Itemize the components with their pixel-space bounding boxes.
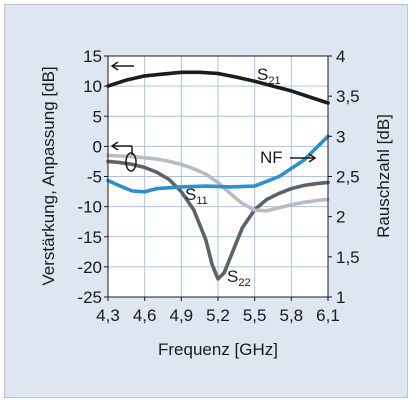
y-left-tick-label: 10 <box>83 77 102 96</box>
x-tick-label: 4,6 <box>133 306 157 325</box>
y-left-tick-label: -10 <box>77 198 102 217</box>
y-left-tick-label: -20 <box>77 258 102 277</box>
axes <box>104 55 332 301</box>
y-left-tick-label: -15 <box>77 228 102 247</box>
tick-labels: 4,3 4,6 4,9 5,2 5,5 5,8 6,1 15 10 5 0 -5 -10 -15 -20 -2… <box>77 47 359 325</box>
y-left-tick-label: -25 <box>77 288 102 307</box>
y-axis-left-label: Verstärkung, Anpassung [dB] <box>39 66 58 285</box>
y-axis-right-label: Rauschzahl [dB] <box>374 114 393 238</box>
series-group <box>106 70 330 281</box>
y-right-tick-label: 2,5 <box>336 168 360 187</box>
x-tick-label: 6,1 <box>316 306 340 325</box>
x-tick-label: 4,9 <box>170 306 194 325</box>
y-right-tick-label: 1,5 <box>336 248 360 267</box>
y-left-tick-label: -5 <box>87 168 102 187</box>
y-left-tick-label: 15 <box>83 47 102 66</box>
arrow-left-s11 <box>110 141 137 172</box>
y-left-tick-label: 5 <box>93 107 102 126</box>
y-left-tick-label: 0 <box>93 137 102 156</box>
annotations: S21 NF S11 S22 <box>110 61 317 289</box>
s11-label: S11 <box>185 185 208 207</box>
arrow-right-nf <box>290 153 317 163</box>
x-tick-label: 5,8 <box>280 306 304 325</box>
nf-label: NF <box>260 148 283 167</box>
y-right-tick-label: 4 <box>336 47 345 66</box>
series-line-s21 <box>106 70 330 105</box>
y-right-tick-label: 3,5 <box>336 87 360 106</box>
y-right-tick-label: 2 <box>336 208 345 227</box>
y-right-tick-label: 1 <box>336 288 345 307</box>
s21-label: S21 <box>257 65 281 87</box>
y-right-tick-label: 3 <box>336 127 345 146</box>
series-line-nf <box>106 134 330 194</box>
x-axis-label: Frequenz [GHz] <box>158 340 278 359</box>
series-line-s22 <box>106 159 330 281</box>
plot-border <box>107 55 329 298</box>
x-tick-label: 5,2 <box>206 306 230 325</box>
s22-label: S22 <box>227 267 251 289</box>
x-tick-label: 5,5 <box>243 306 267 325</box>
x-tick-label: 4,3 <box>96 306 120 325</box>
arrow-left-s21 <box>110 61 134 71</box>
series-line-s11 <box>106 153 330 213</box>
